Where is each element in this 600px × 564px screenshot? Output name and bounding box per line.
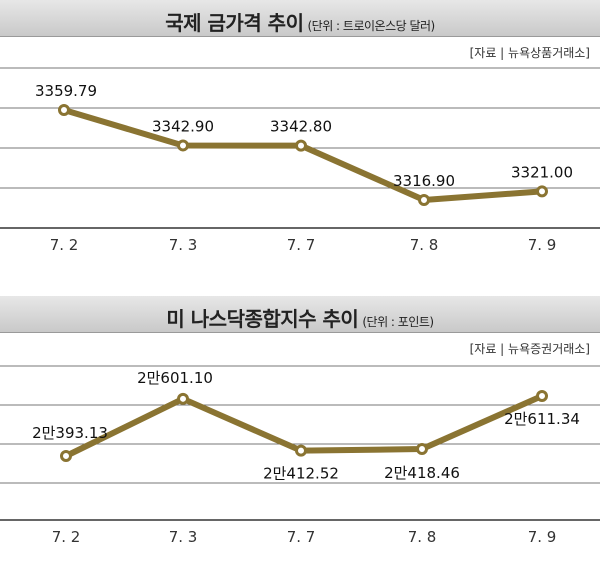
nasdaq-data-point	[295, 444, 307, 457]
nasdaq-chart-source: [자료 | 뉴욕증권거래소]	[469, 342, 590, 356]
gold-x-tick-label: 7. 3	[169, 236, 198, 254]
gold-chart-title: 국제 금가격 추이	[165, 11, 304, 35]
gold-chart-unit: (단위 : 트로이온스당 달러)	[307, 19, 435, 33]
gold-chart-source: [자료 | 뉴욕상품거래소]	[469, 46, 590, 60]
nasdaq-data-point	[60, 450, 72, 462]
gold-data-label: 3342.80	[270, 118, 332, 136]
gold-price-chart: 국제 금가격 추이 (단위 : 트로이온스당 달러) [자료 | 뉴욕상품거래소]…	[0, 0, 600, 254]
gold-data-point	[536, 185, 548, 198]
nasdaq-index-chart: 미 나스닥종합지수 추이 (단위 : 포인트) [자료 | 뉴욕증권거래소] 2만…	[0, 296, 600, 564]
nasdaq-x-tick-label: 7. 7	[287, 528, 316, 546]
gold-data-label: 3359.79	[35, 82, 97, 100]
nasdaq-data-label: 2만418.46	[384, 464, 460, 482]
nasdaq-chart-title-bar: 미 나스닥종합지수 추이 (단위 : 포인트)	[0, 296, 600, 333]
gold-x-tick-label: 7. 2	[50, 236, 79, 254]
nasdaq-x-tick-label: 7. 3	[169, 528, 198, 546]
nasdaq-data-point	[536, 390, 548, 402]
nasdaq-x-tick-label: 7. 2	[52, 528, 81, 546]
nasdaq-data-label: 2만412.52	[263, 465, 339, 483]
gold-x-tick-label: 7. 9	[528, 236, 557, 254]
gold-data-label: 3321.00	[511, 163, 573, 181]
gold-chart-plot: 3359.79 3342.90 3342.80 3316.90 3321.00 7. 2 7…	[0, 67, 600, 254]
gold-data-label: 3316.90	[393, 172, 455, 190]
gold-chart-title-bar: 국제 금가격 추이 (단위 : 트로이온스당 달러)	[0, 0, 600, 37]
gold-x-tick-label: 7. 8	[410, 236, 439, 254]
gold-data-point	[295, 139, 307, 152]
nasdaq-data-point	[416, 443, 428, 456]
gold-data-point	[418, 194, 430, 206]
gold-data-point	[58, 104, 70, 116]
nasdaq-x-tick-label: 7. 9	[528, 528, 557, 546]
gold-x-tick-label: 7. 7	[287, 236, 316, 254]
nasdaq-x-tick-label: 7. 8	[408, 528, 437, 546]
nasdaq-chart-unit: (단위 : 포인트)	[362, 315, 434, 329]
gold-data-point	[177, 139, 189, 152]
nasdaq-data-label: 2만601.10	[137, 369, 213, 387]
gold-data-label: 3342.90	[152, 117, 214, 135]
nasdaq-data-label: 2만393.13	[32, 424, 108, 442]
nasdaq-data-point	[177, 392, 189, 405]
nasdaq-data-label: 2만611.34	[504, 410, 580, 428]
nasdaq-chart-plot: 2만393.13 2만601.10 2만412.52 2만418.46 2만611.34…	[0, 365, 600, 546]
nasdaq-chart-title: 미 나스닥종합지수 추이	[166, 307, 359, 331]
